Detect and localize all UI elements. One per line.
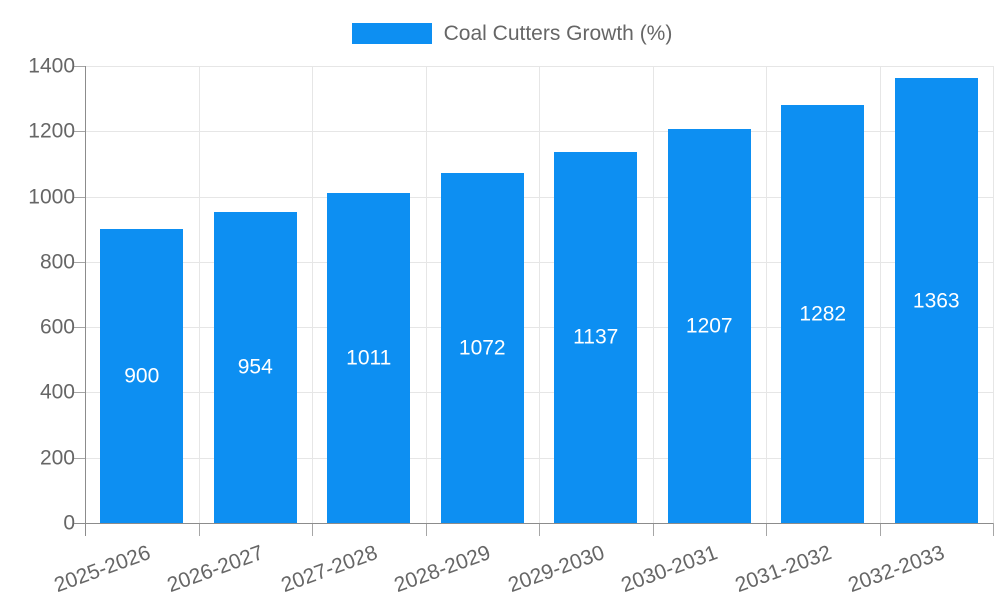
- gridline-vertical: [425, 66, 427, 523]
- bar[interactable]: 900: [100, 229, 184, 523]
- bar-value-label: 1363: [912, 289, 960, 313]
- x-axis-line: [74, 523, 993, 524]
- bar[interactable]: 1011: [327, 192, 411, 523]
- x-tick-label: 2025-2026: [51, 541, 154, 598]
- bar[interactable]: 1137: [554, 151, 638, 523]
- bar-value-label: 1011: [346, 346, 392, 370]
- x-axis-tick: [198, 523, 200, 536]
- gridline-vertical: [879, 66, 881, 523]
- x-tick-label: 2032-2033: [845, 541, 948, 598]
- bar[interactable]: 1072: [440, 173, 524, 523]
- x-tick-label: 2028-2029: [391, 541, 494, 598]
- x-axis-tick: [652, 523, 654, 536]
- bar-value-label: 1207: [685, 314, 733, 338]
- y-axis-tick: [74, 131, 85, 133]
- y-tick-label: 0: [63, 511, 75, 535]
- x-axis-tick: [766, 523, 767, 536]
- y-tick-label: 1000: [28, 185, 75, 209]
- y-tick-label: 1200: [28, 119, 75, 143]
- gridline-vertical: [993, 66, 994, 523]
- y-axis-line: [85, 66, 86, 536]
- y-axis-tick: [74, 66, 85, 67]
- y-axis-tick: [74, 457, 85, 459]
- bar[interactable]: 954: [213, 211, 297, 523]
- gridline-vertical: [198, 66, 200, 523]
- gridline-vertical: [652, 66, 654, 523]
- gridline-vertical: [312, 66, 313, 523]
- y-tick-label: 800: [39, 250, 75, 274]
- y-tick-label: 600: [39, 315, 75, 339]
- bar-value-label: 1137: [573, 325, 619, 349]
- y-axis-tick: [74, 196, 85, 198]
- legend-swatch: [351, 22, 432, 44]
- y-axis-tick: [74, 261, 85, 263]
- legend-item[interactable]: Coal Cutters Growth (%): [12, 20, 1000, 46]
- x-tick-label: 2027-2028: [278, 541, 381, 598]
- x-axis-tick: [425, 523, 427, 536]
- x-axis-tick: [993, 523, 994, 536]
- y-tick-label: 400: [39, 380, 75, 404]
- bar[interactable]: 1282: [781, 104, 865, 523]
- x-tick-label: 2026-2027: [164, 541, 267, 598]
- x-axis-tick: [879, 523, 881, 536]
- x-tick-label: 2031-2032: [732, 541, 835, 598]
- bar-value-label: 1282: [799, 302, 847, 326]
- x-axis-tick: [312, 523, 313, 536]
- y-tick-label: 1400: [28, 54, 75, 78]
- bar-value-label: 1072: [458, 336, 506, 360]
- legend-label: Coal Cutters Growth (%): [443, 21, 673, 45]
- gridline-vertical: [539, 66, 540, 523]
- x-tick-label: 2029-2030: [505, 541, 608, 598]
- gridline-vertical: [766, 66, 767, 523]
- bar-value-label: 954: [237, 355, 273, 379]
- y-axis-tick: [74, 327, 85, 329]
- bar-value-label: 900: [124, 364, 160, 388]
- bar[interactable]: 1363: [894, 78, 978, 523]
- y-axis-tick: [74, 392, 85, 394]
- x-tick-label: 2030-2031: [618, 541, 721, 598]
- x-axis-tick: [539, 523, 540, 536]
- bar[interactable]: 1207: [667, 129, 751, 523]
- y-tick-label: 200: [39, 446, 75, 470]
